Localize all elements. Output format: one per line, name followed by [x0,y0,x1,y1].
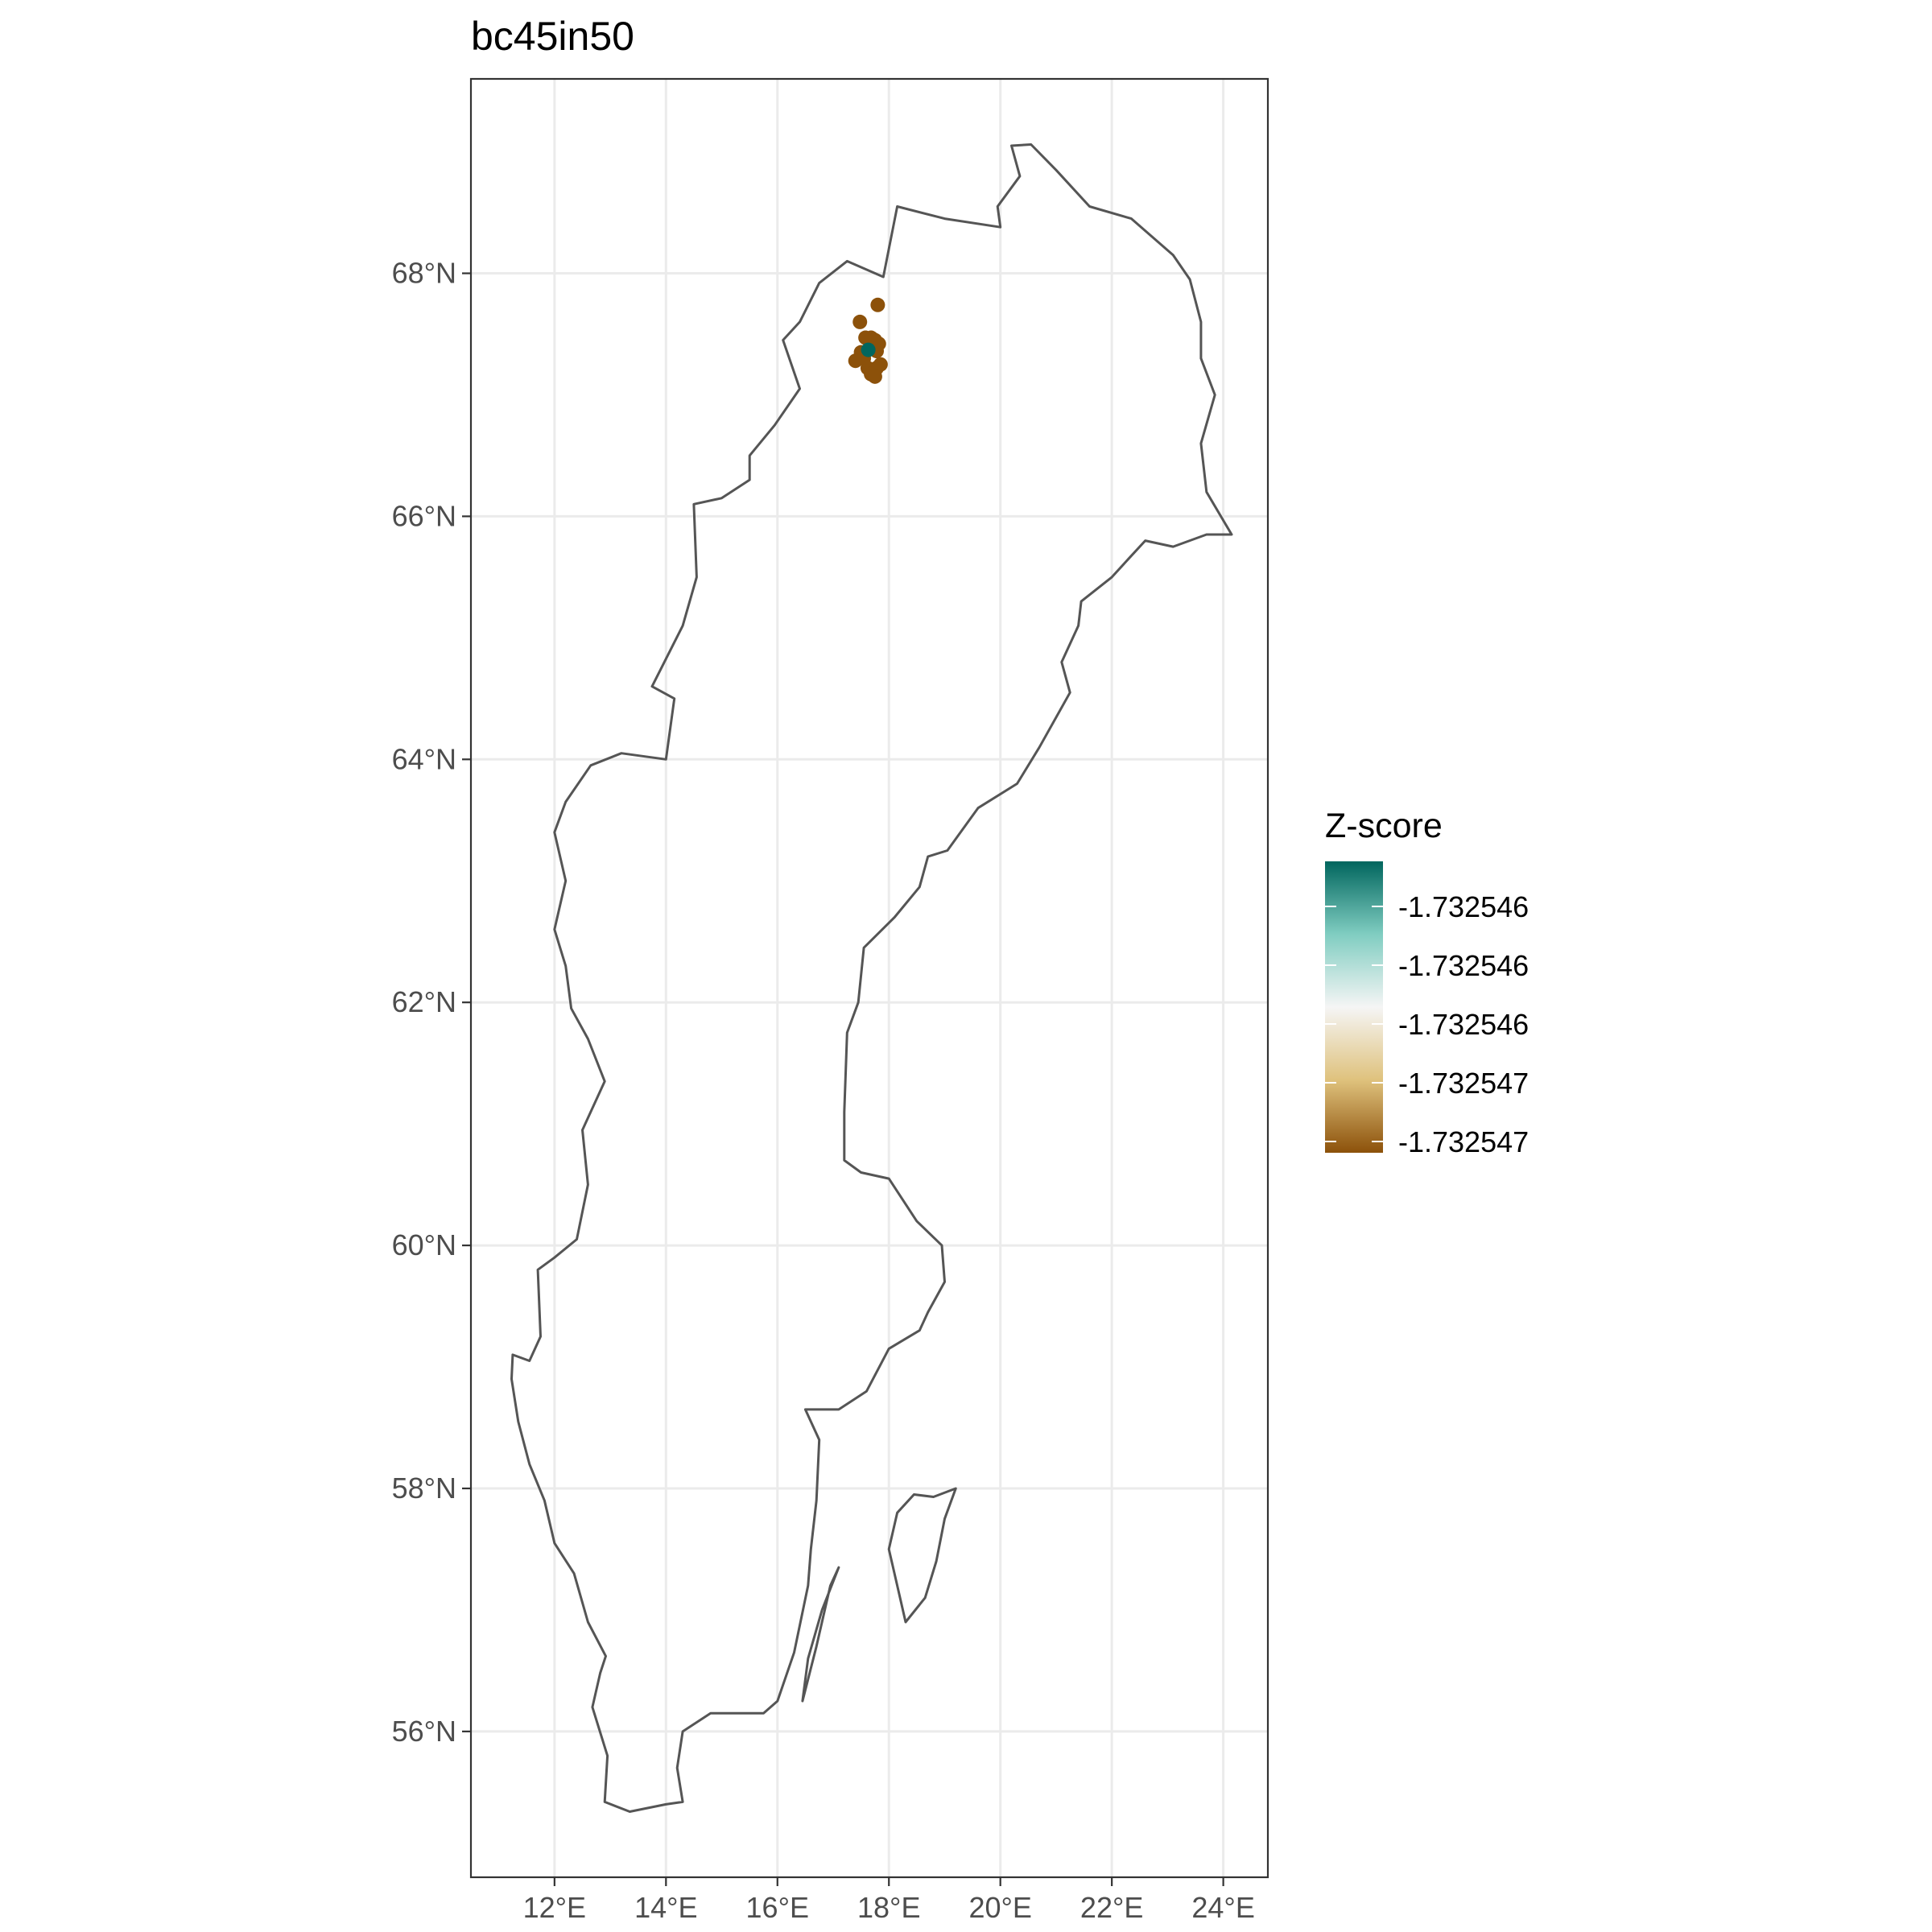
y-tick-label-5: 66°N [392,499,456,532]
legend-label-2: -1.732546 [1398,1008,1529,1041]
y-tick-label-3: 62°N [392,985,456,1018]
outline-gotland [887,1487,957,1624]
y-tick-label-6: 68°N [392,257,456,290]
y-tick-label-0: 56°N [392,1715,456,1748]
x-tick-label-3: 18°E [857,1891,920,1924]
x-tick-label-0: 12°E [523,1891,586,1924]
panel-border [469,77,1269,1879]
legend-title: Z-score [1325,807,1443,845]
data-point-15 [867,369,882,384]
legend-colorbar [1325,861,1383,1153]
legend-label-4: -1.732547 [1398,1125,1529,1158]
chart-title: bc45in50 [471,14,634,59]
x-axis: 12°E 14°E 16°E 18°E 20°E 22°E 24°E [523,1877,1255,1924]
legend-label-1: -1.732546 [1398,949,1529,982]
outline-mainland [510,143,1233,1813]
y-tick-label-1: 58°N [392,1472,456,1505]
country-outline [510,143,1233,1813]
data-point-1 [852,314,868,329]
data-points [848,297,888,384]
plot-panel [469,77,1269,1879]
grid-lines [471,79,1268,1877]
outline-oland [801,1566,840,1703]
data-point-0 [870,297,886,312]
y-tick-label-4: 64°N [392,742,456,775]
legend-label-3: -1.732547 [1398,1067,1529,1100]
legend-label-0: -1.732546 [1398,890,1529,923]
x-tick-label-6: 24°E [1191,1891,1254,1924]
y-tick-label-2: 60°N [392,1228,456,1261]
data-point-16 [861,342,876,357]
legend: Z-score -1.732546-1.732546-1.732546-1.73… [1325,807,1529,1158]
legend-ticks: -1.732546 -1.732546 -1.732546 -1.732547 -1.7… [1325,890,1529,1158]
x-tick-label-2: 16°E [746,1891,809,1924]
y-axis: 56°N 58°N 60°N 62°N 64°N 66°N 68°N [392,257,471,1748]
x-tick-label-5: 22°E [1080,1891,1143,1924]
x-tick-label-4: 20°E [968,1891,1031,1924]
x-tick-label-1: 14°E [634,1891,697,1924]
